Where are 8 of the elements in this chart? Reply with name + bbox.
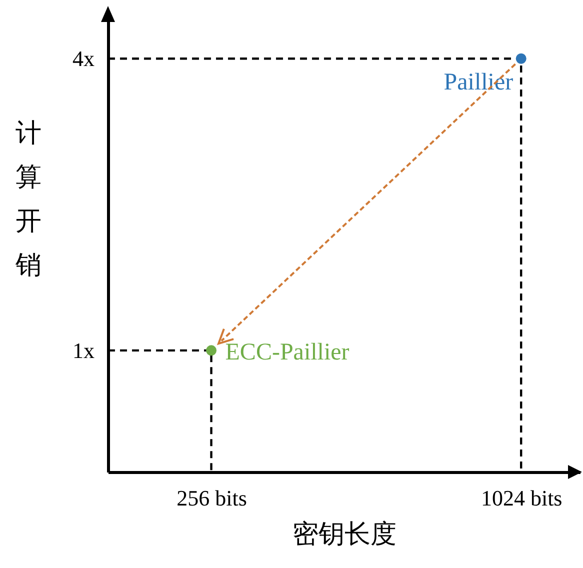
series-label: ECC-Paillier <box>225 339 350 366</box>
y-tick-label: 4x <box>72 46 94 72</box>
series-label: Paillier <box>444 70 514 96</box>
x-axis-title: 密钥长度 <box>292 520 396 548</box>
x-tick-label: 1024 bits <box>480 486 562 510</box>
y-axis-title: 计算开销 <box>14 118 42 280</box>
x-tick-label: 256 bits <box>176 486 247 510</box>
y-tick-label: 1x <box>72 338 94 363</box>
